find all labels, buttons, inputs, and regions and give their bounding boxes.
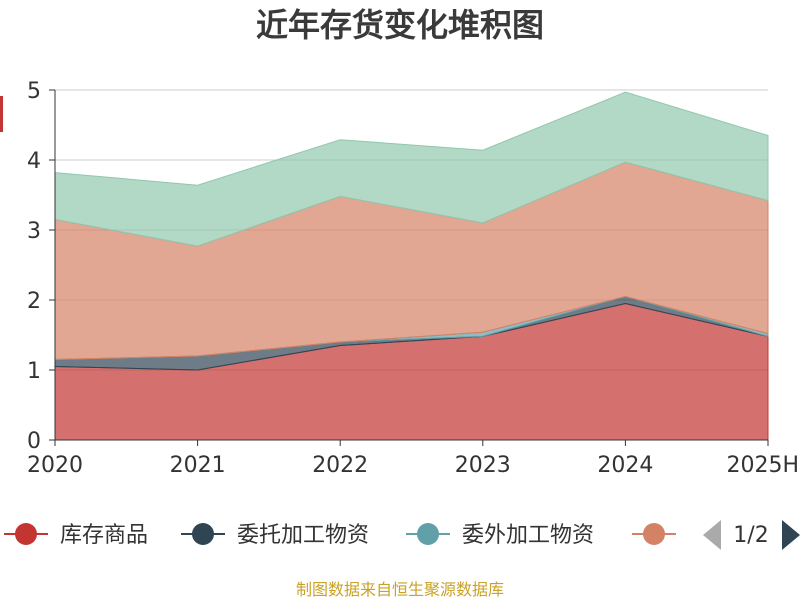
legend-item-3[interactable]: 委外加工物资: [406, 523, 594, 548]
x-tick-label: 2024: [597, 453, 653, 478]
y-tick-label: 2: [27, 289, 41, 314]
area-series: [54, 91, 769, 441]
legend-page-indicator: 1/2: [733, 523, 768, 548]
legend-marker-icon: [15, 523, 37, 545]
legend-next-icon[interactable]: [782, 520, 800, 550]
legend-prev-icon[interactable]: [703, 520, 721, 550]
y-axis-label-fragment: [0, 96, 3, 132]
y-tick-label: 3: [27, 219, 41, 244]
legend: 库存商品 委托加工物资 委外加工物资: [4, 523, 676, 548]
y-tick-label: 4: [27, 149, 41, 174]
legend-marker-icon: [643, 523, 665, 545]
legend-label: 库存商品: [60, 523, 148, 548]
legend-item-1[interactable]: 库存商品: [4, 523, 148, 548]
x-tick-label: 2021: [170, 453, 226, 478]
x-tick-label: 2023: [455, 453, 511, 478]
area-series-5: [54, 91, 769, 247]
x-tick-label: 2025H: [726, 453, 799, 478]
legend-label: 委托加工物资: [237, 523, 369, 548]
legend-item-2[interactable]: 委托加工物资: [181, 523, 369, 548]
data-source-footer: 制图数据来自恒生聚源数据库: [296, 580, 504, 599]
legend-item-4[interactable]: [632, 523, 676, 545]
legend-label: 委外加工物资: [462, 523, 594, 548]
x-tick-label: 2020: [27, 453, 83, 478]
legend-marker-icon: [417, 523, 439, 545]
x-tick-label: 2022: [312, 453, 368, 478]
chart-title: 近年存货变化堆积图: [256, 6, 544, 44]
y-tick-label: 5: [27, 79, 41, 104]
legend-marker-icon: [192, 523, 214, 545]
legend-pager: 1/2: [703, 520, 800, 550]
y-tick-label: 1: [27, 359, 41, 384]
axes: 0 1 2 3 4 5 2020 2021 2022 2023 2024 2025H: [27, 79, 799, 478]
y-tick-label: 0: [27, 429, 41, 454]
